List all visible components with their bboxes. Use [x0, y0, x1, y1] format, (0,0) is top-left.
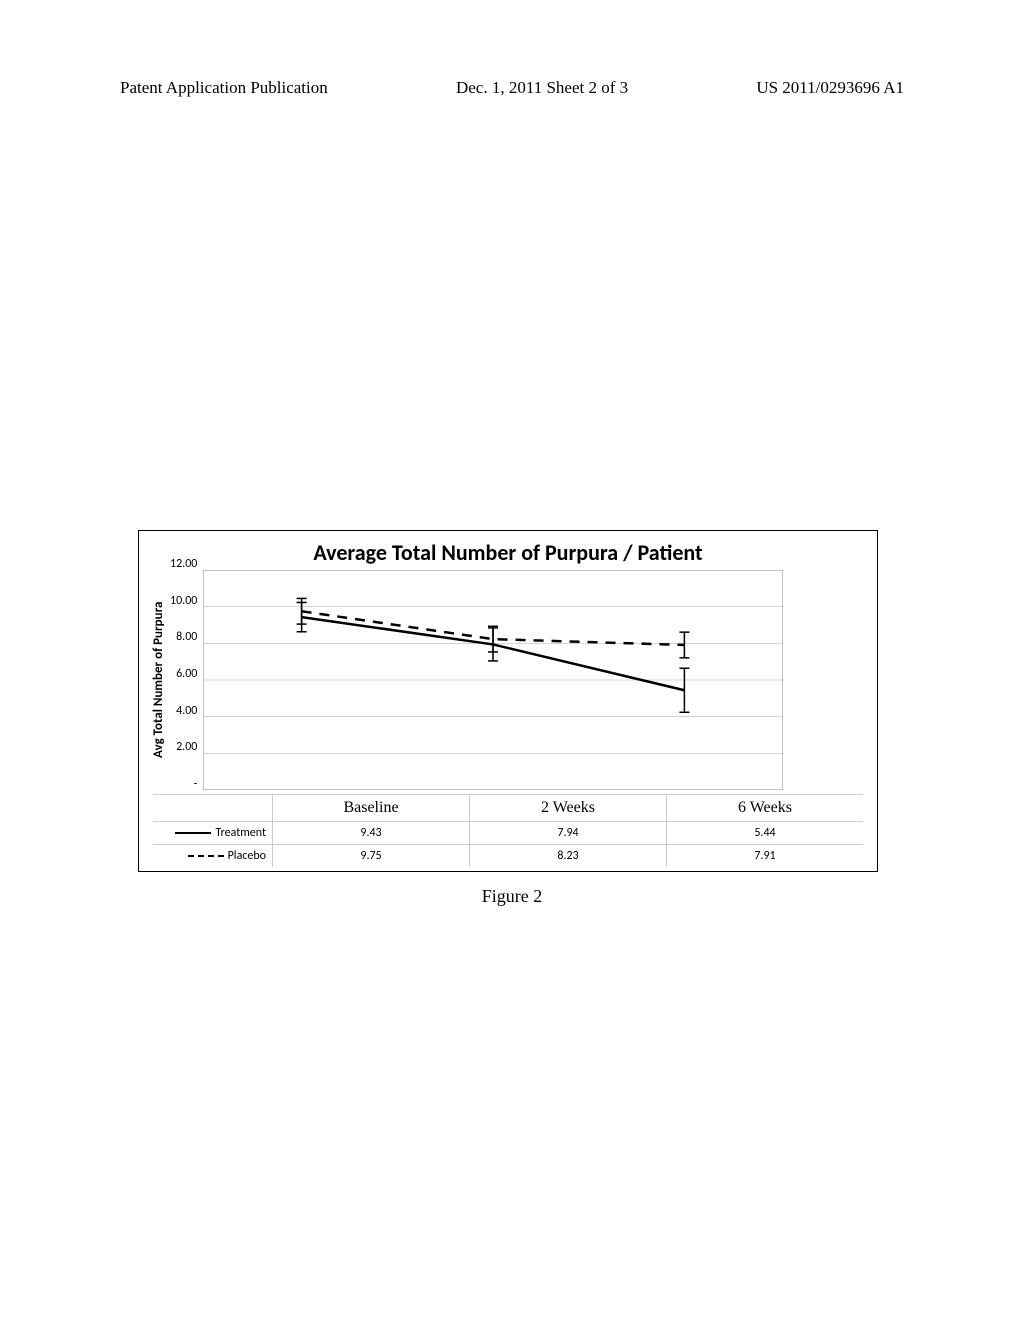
y-axis-label: Avg Total Number of Purpura [147, 570, 170, 790]
figure-caption: Figure 2 [0, 886, 1024, 907]
y-axis-ticks: 12.00 10.00 8.00 6.00 4.00 2.00 - [170, 570, 203, 790]
x-category: 2 Weeks [470, 794, 667, 821]
line-chart [203, 570, 783, 790]
page-header: Patent Application Publication Dec. 1, 2… [0, 78, 1024, 98]
x-category: 6 Weeks [667, 794, 863, 821]
data-cell: 9.43 [273, 821, 470, 844]
legend-placebo: Placebo [153, 844, 273, 867]
header-center: Dec. 1, 2011 Sheet 2 of 3 [456, 78, 628, 98]
dashed-line-icon [188, 855, 224, 857]
table-row: Treatment 9.43 7.94 5.44 [153, 821, 863, 844]
data-cell: 9.75 [273, 844, 470, 867]
blank-cell [153, 794, 273, 821]
data-cell: 7.94 [470, 821, 667, 844]
solid-line-icon [175, 832, 211, 834]
category-row: Baseline 2 Weeks 6 Weeks [153, 794, 863, 821]
chart-body: Avg Total Number of Purpura 12.00 10.00 … [139, 570, 877, 794]
data-cell: 8.23 [470, 844, 667, 867]
series-label: Treatment [215, 826, 266, 840]
series-label: Placebo [228, 849, 266, 863]
x-category: Baseline [273, 794, 470, 821]
header-right: US 2011/0293696 A1 [756, 78, 904, 98]
header-left: Patent Application Publication [120, 78, 328, 98]
legend-treatment: Treatment [153, 821, 273, 844]
chart-container: Average Total Number of Purpura / Patien… [138, 530, 878, 872]
data-table: Baseline 2 Weeks 6 Weeks Treatment 9.43 … [139, 794, 877, 871]
chart-title: Average Total Number of Purpura / Patien… [139, 531, 877, 570]
data-cell: 7.91 [667, 844, 863, 867]
data-cell: 5.44 [667, 821, 863, 844]
table-row: Placebo 9.75 8.23 7.91 [153, 844, 863, 867]
